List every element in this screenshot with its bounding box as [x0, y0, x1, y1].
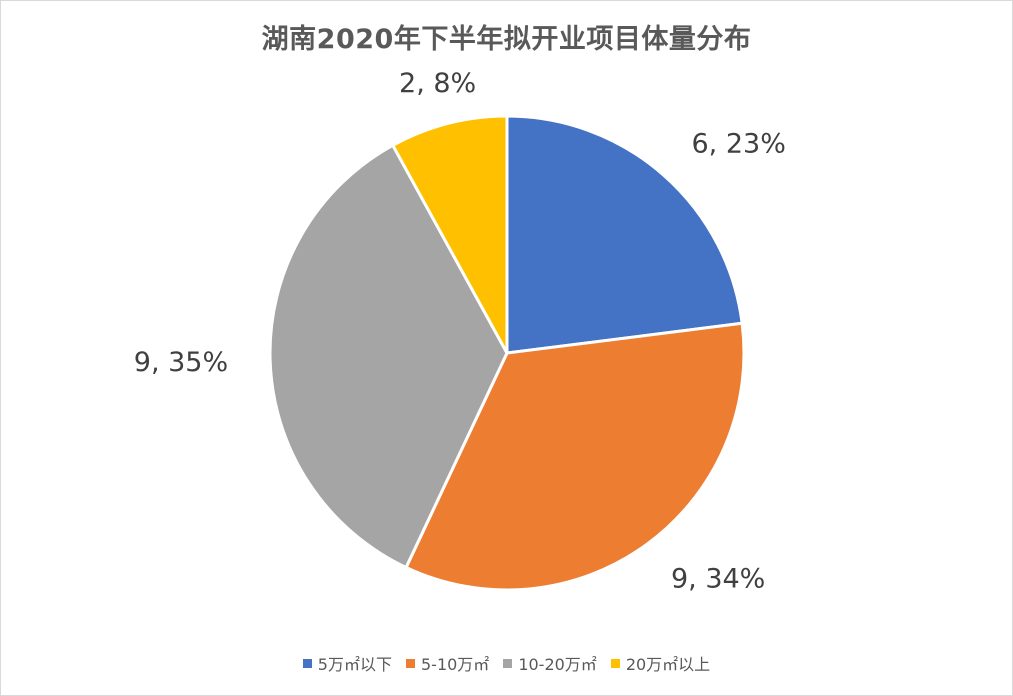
- data-label-3: 9, 35%: [134, 347, 228, 378]
- legend-item-2: 5-10万㎡: [405, 651, 490, 675]
- chart-legend: 5万㎡以下 5-10万㎡ 10-20万㎡ 20万㎡以上: [1, 651, 1012, 675]
- pie-slice-1: [505, 114, 744, 355]
- legend-swatch-3: [503, 658, 513, 668]
- pie-slice-4: [391, 114, 509, 355]
- legend-swatch-4: [610, 658, 620, 668]
- legend-label-1: 5万㎡以下: [317, 655, 392, 674]
- legend-item-1: 5万㎡以下: [302, 651, 392, 675]
- legend-label-2: 5-10万㎡: [420, 655, 490, 674]
- chart-title: 湖南2020年下半年拟开业项目体量分布: [261, 24, 752, 55]
- data-label-4: 2, 8%: [399, 68, 476, 99]
- pie-slice-3: [268, 143, 509, 569]
- legend-swatch-2: [405, 658, 415, 668]
- legend-label-3: 10-20万㎡: [518, 655, 597, 674]
- data-label-2: 9, 34%: [671, 564, 765, 595]
- legend-item-3: 10-20万㎡: [503, 651, 597, 675]
- legend-swatch-1: [302, 658, 312, 668]
- data-label-1: 6, 23%: [692, 129, 786, 160]
- legend-item-4: 20万㎡以上: [610, 651, 711, 675]
- pie-slices: [268, 114, 746, 592]
- pie-data-labels: 6, 23% 9, 34% 9, 35% 2, 8%: [134, 68, 786, 595]
- legend-label-4: 20万㎡以上: [625, 655, 711, 674]
